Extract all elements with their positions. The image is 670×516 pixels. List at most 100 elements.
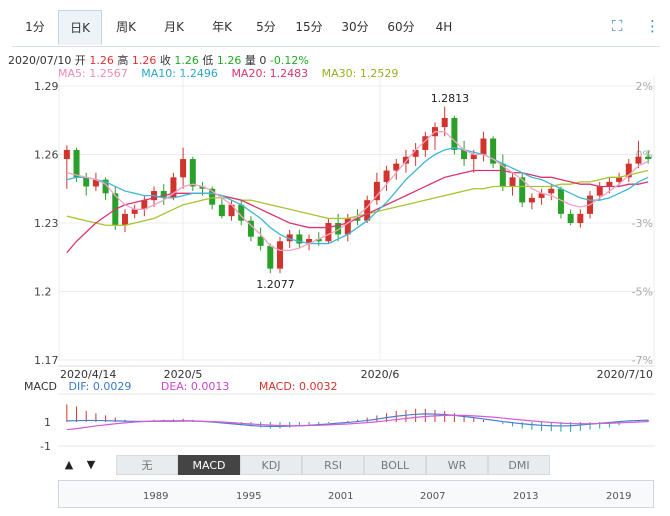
candle-body [325,223,332,242]
candle-body [412,149,419,157]
candle-body [577,213,584,223]
candle-body [461,149,468,160]
candle-body [528,197,535,203]
dea-line [66,414,649,431]
candle-body [286,234,293,242]
scroll-up-icon[interactable]: ▲ [64,458,74,471]
indicator-rsi[interactable]: RSI [302,455,364,475]
quote-low: 1.26 [216,54,242,67]
indicator-bar: ▲ ▼ 无 MACD KDJ RSI BOLL WR DMI [58,455,654,477]
tab-0[interactable]: 1分 [25,20,45,34]
candle-body [199,186,206,189]
candle-body [567,213,574,223]
candle-body [645,156,652,160]
fullscreen-icon[interactable]: ⛶ [612,17,623,35]
candle-body [141,200,148,210]
tab-4[interactable]: 年K [212,20,232,34]
candle-body [218,204,225,217]
candle-body [606,181,613,187]
macd-dea: DEA: 0.0013 [160,380,230,393]
tab-3[interactable]: 月K [164,20,184,34]
nav-year-label: 2007 [420,491,446,502]
candle-body [189,159,196,187]
low-annotation: 1.2077 [256,278,295,291]
ma10-label: MA10: 1.2496 [141,67,218,80]
quote-high: 1.26 [131,54,157,67]
tab-8[interactable]: 60分 [387,20,415,34]
ma-legend: MA5: 1.2567 MA10: 1.2496 MA20: 1.2483 MA… [58,67,408,80]
candle-body [92,179,99,187]
candle-body [315,238,322,242]
candle-body [102,179,109,194]
indicator-macd[interactable]: MACD [178,455,240,475]
menu-icon[interactable]: ⋮ [645,17,660,35]
macd-y-label: 1 [44,416,51,429]
candle-body [276,241,283,269]
quote-open: 1.26 [89,54,114,67]
tab-2[interactable]: 周K [116,20,136,34]
y-pct-label: 2% [636,80,653,93]
x-tick-label: 2020/4/14 [60,368,116,381]
ma5-label: MA5: 1.2567 [58,67,128,80]
quote-line: 2020/07/10 开 1.26 高 1.26 收 1.26 低 1.26 量… [8,54,309,67]
candle-body [209,188,216,205]
ma20-label: MA20: 1.2483 [231,67,309,80]
candle-body [63,149,70,160]
candle-body [83,177,90,187]
tab-9[interactable]: 4H [435,20,453,34]
candle-body [364,200,371,221]
candle-body [296,234,303,244]
candle-body [121,213,128,226]
indicator-boll[interactable]: BOLL [364,455,426,475]
macd-value: MACD: 0.0032 [258,380,338,393]
quote-date: 2020/07/10 [8,54,72,67]
candle-body [596,186,603,196]
tab-6[interactable]: 15分 [295,20,323,34]
candle-body [499,163,506,187]
indicator-wr[interactable]: WR [426,455,488,475]
macd-legend: MACD DIF: 0.0029 DEA: 0.0013 MACD: 0.003… [24,380,364,393]
candle-body [267,245,274,269]
quote-volume: 0 [259,54,267,67]
candle-body [306,238,313,244]
indicator-dmi[interactable]: DMI [488,455,550,475]
candle-body [625,163,632,178]
nav-year-label: 2013 [513,491,539,502]
candle-body [344,218,351,235]
candle-body [480,138,487,155]
y-pct-label: -5% [632,286,653,299]
y-tick-label: 1.2 [34,286,52,299]
scroll-down-icon[interactable]: ▼ [86,458,96,471]
ma5-line [66,131,649,252]
indicator-无[interactable]: 无 [116,455,178,475]
candle-body [470,154,477,160]
nav-year-label: 1989 [143,491,169,502]
candle-body [73,149,80,178]
high-annotation: 1.2813 [431,92,470,105]
candle-body [441,117,448,128]
candle-body [519,177,526,203]
candle-body [131,209,138,214]
candle-body [393,163,400,171]
tab-1[interactable]: 日K [58,10,102,45]
macd-y-label: -1 [40,440,51,453]
quote-change: -0.12% [269,54,309,67]
indicator-kdj[interactable]: KDJ [240,455,302,475]
candle-body [616,177,623,182]
candle-body [383,170,390,182]
tab-5[interactable]: 5分 [256,20,276,34]
x-tick-label: 2020/6 [361,368,400,381]
candle-body [373,181,380,201]
candle-body [257,236,264,246]
nav-year-label: 2001 [328,491,354,502]
x-tick-label: 2020/5 [164,368,203,381]
candle-body [180,159,187,178]
tab-7[interactable]: 30分 [341,20,369,34]
spacer [102,455,116,477]
candle-body [160,191,167,198]
candle-body [402,156,409,164]
time-navigator[interactable] [58,480,654,508]
candle-body [451,117,458,150]
candle-body [548,188,555,194]
